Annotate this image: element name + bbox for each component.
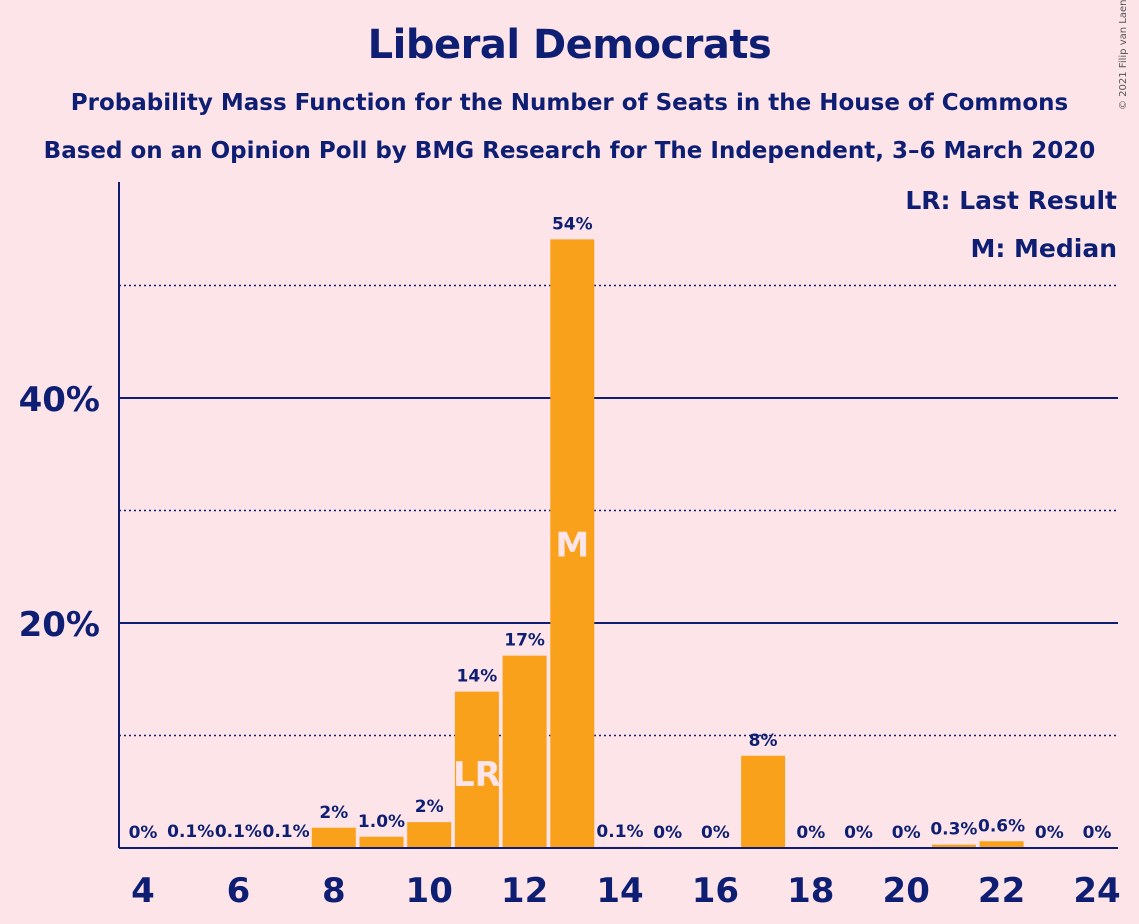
x-tick-label: 22 (978, 871, 1025, 911)
data-label: 0% (701, 823, 730, 843)
data-label: 0% (844, 823, 873, 843)
x-tick-label: 8 (322, 871, 346, 911)
bar-seats-11 (454, 691, 499, 848)
x-tick-label: 24 (1073, 871, 1120, 911)
chart-source-subtitle: Based on an Opinion Poll by BMG Research… (43, 138, 1096, 164)
bar-seats-10 (407, 822, 452, 848)
bar-seats-12 (502, 655, 547, 848)
data-label: 0.6% (978, 816, 1025, 836)
x-tick-label: 20 (883, 871, 930, 911)
x-tick-label: 18 (787, 871, 834, 911)
data-label: 2% (319, 803, 348, 823)
data-label: 0.1% (596, 822, 643, 842)
data-label: 0% (892, 823, 921, 843)
last-result-marker: LR (453, 755, 501, 795)
legend-entry: LR: Last Result (905, 186, 1117, 215)
bar-seats-13 (550, 239, 595, 848)
bar-seats-8 (311, 827, 356, 848)
data-label: 1.0% (358, 812, 405, 832)
data-label: 2% (415, 797, 444, 817)
data-label: 0.1% (167, 822, 214, 842)
bar-seats-9 (359, 836, 404, 848)
data-label: 0% (796, 823, 825, 843)
x-tick-label: 4 (131, 871, 155, 911)
data-label: 0.3% (930, 820, 977, 840)
y-tick-label: 40% (19, 380, 100, 420)
data-label: 0% (653, 823, 682, 843)
median-marker: M (555, 526, 589, 566)
data-label: 0% (129, 823, 158, 843)
data-label: 0% (1083, 823, 1112, 843)
data-label: 8% (749, 731, 778, 751)
data-label: 0.1% (263, 822, 310, 842)
data-label: 54% (552, 214, 593, 234)
data-label: 14% (457, 667, 498, 687)
x-tick-label: 16 (692, 871, 739, 911)
data-label: 17% (504, 631, 545, 651)
bar-seats-22 (979, 841, 1024, 848)
x-tick-label: 6 (227, 871, 251, 911)
data-label: 0.1% (215, 822, 262, 842)
x-tick-label: 14 (596, 871, 643, 911)
data-label: 0% (1035, 823, 1064, 843)
legend-entry: M: Median (970, 234, 1117, 263)
x-tick-label: 10 (406, 871, 453, 911)
chart-title: Liberal Democrats (367, 22, 772, 68)
bar-seats-21 (931, 844, 976, 848)
bar-seats-17 (741, 755, 786, 848)
chart-subtitle: Probability Mass Function for the Number… (70, 90, 1069, 116)
y-tick-label: 20% (19, 605, 100, 645)
x-tick-label: 12 (501, 871, 548, 911)
